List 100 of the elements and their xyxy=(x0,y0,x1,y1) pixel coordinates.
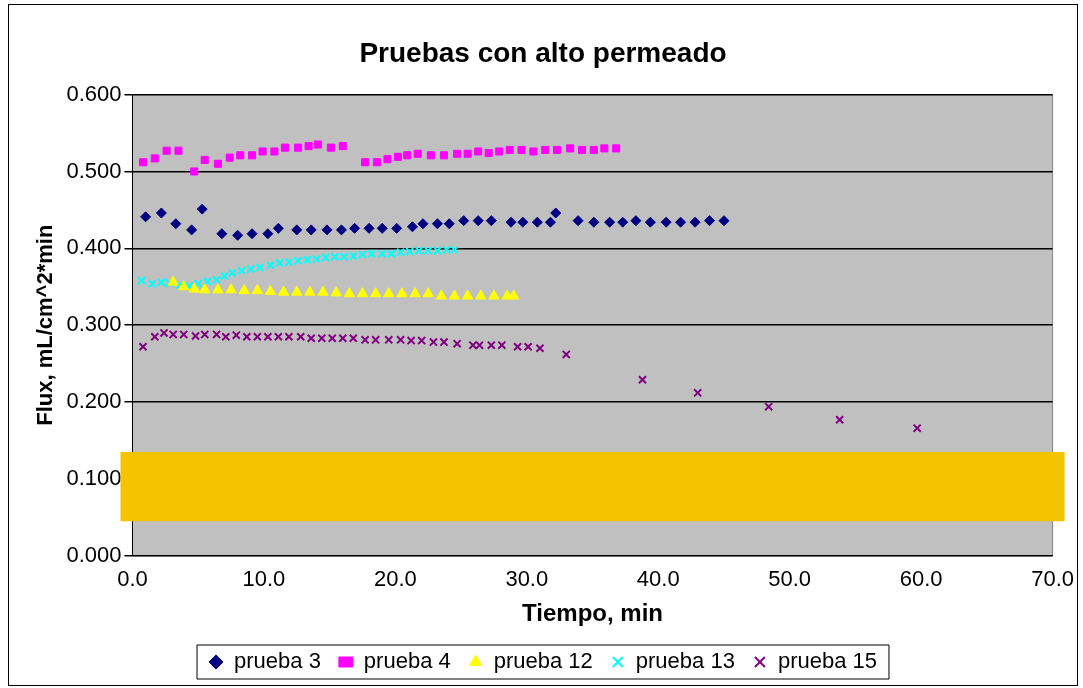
point xyxy=(588,216,600,228)
point xyxy=(423,246,433,256)
x-tick-label: 30.0 xyxy=(505,566,549,592)
point xyxy=(155,207,167,219)
point xyxy=(377,249,387,259)
point xyxy=(236,151,245,160)
point xyxy=(495,147,504,156)
point xyxy=(150,332,160,342)
point xyxy=(140,211,152,223)
point xyxy=(452,339,462,349)
point xyxy=(317,285,329,296)
point xyxy=(505,216,517,228)
point xyxy=(505,145,514,154)
point xyxy=(372,158,381,167)
point xyxy=(255,263,265,273)
point xyxy=(718,215,730,227)
point xyxy=(306,333,316,343)
point xyxy=(406,336,416,346)
point xyxy=(414,246,424,256)
point xyxy=(349,222,361,234)
point xyxy=(600,144,609,153)
point xyxy=(294,143,303,152)
point xyxy=(199,283,211,294)
point xyxy=(231,330,241,340)
point xyxy=(474,340,485,350)
point xyxy=(304,142,313,151)
point xyxy=(212,283,224,294)
point xyxy=(396,335,406,345)
point xyxy=(544,216,556,228)
point xyxy=(275,258,285,268)
point xyxy=(484,148,493,158)
point xyxy=(168,329,178,339)
point xyxy=(461,289,474,300)
point xyxy=(317,333,327,343)
point xyxy=(475,289,487,300)
point xyxy=(531,216,543,228)
point xyxy=(188,282,200,293)
point xyxy=(138,342,148,352)
point xyxy=(280,143,289,152)
point xyxy=(343,287,356,298)
point xyxy=(335,224,347,236)
point xyxy=(184,281,194,291)
point xyxy=(432,246,442,256)
point xyxy=(150,154,159,163)
point xyxy=(304,285,316,296)
x-tick-label: 20.0 xyxy=(373,566,417,592)
x-tick-label: 70.0 xyxy=(1031,566,1074,592)
point xyxy=(426,151,435,160)
point xyxy=(604,216,616,228)
point xyxy=(330,286,342,297)
point xyxy=(348,251,358,261)
point xyxy=(553,145,562,154)
point xyxy=(232,229,244,241)
y-tick-label: 0.400 xyxy=(66,234,122,260)
legend-label: prueba 4 xyxy=(363,648,451,674)
point xyxy=(156,277,166,287)
point xyxy=(513,342,523,352)
x-tick-label: 50.0 xyxy=(768,566,812,592)
point xyxy=(535,343,545,353)
x-tick-label: 0.0 xyxy=(117,566,148,592)
point xyxy=(523,342,533,352)
point xyxy=(391,222,403,234)
point xyxy=(263,332,273,342)
point xyxy=(302,255,312,265)
point xyxy=(529,147,538,156)
legend-label: prueba 12 xyxy=(493,648,593,674)
point xyxy=(376,222,388,234)
point xyxy=(413,149,422,158)
point xyxy=(577,145,587,154)
point xyxy=(453,149,462,158)
point xyxy=(212,275,222,285)
point xyxy=(764,402,774,412)
point xyxy=(417,218,429,230)
point xyxy=(644,216,656,228)
point xyxy=(272,222,284,234)
x-tick-label: 10.0 xyxy=(242,566,286,592)
y-tick-label: 0.600 xyxy=(66,80,122,106)
point xyxy=(186,224,198,236)
point xyxy=(383,287,395,298)
point xyxy=(369,287,382,298)
point xyxy=(386,249,396,259)
point xyxy=(313,140,322,149)
point xyxy=(147,279,157,289)
point xyxy=(463,149,472,158)
point xyxy=(242,332,252,342)
point xyxy=(137,276,147,286)
point xyxy=(291,224,303,236)
point xyxy=(541,145,550,154)
point xyxy=(178,280,190,291)
point xyxy=(383,155,392,164)
point xyxy=(517,145,526,154)
y-tick-label: 0.000 xyxy=(66,541,122,567)
point xyxy=(284,257,294,267)
point xyxy=(396,287,408,298)
point xyxy=(238,284,250,295)
point xyxy=(468,340,478,350)
point xyxy=(193,279,203,289)
point xyxy=(367,249,377,259)
point xyxy=(566,144,575,153)
point xyxy=(213,159,222,168)
